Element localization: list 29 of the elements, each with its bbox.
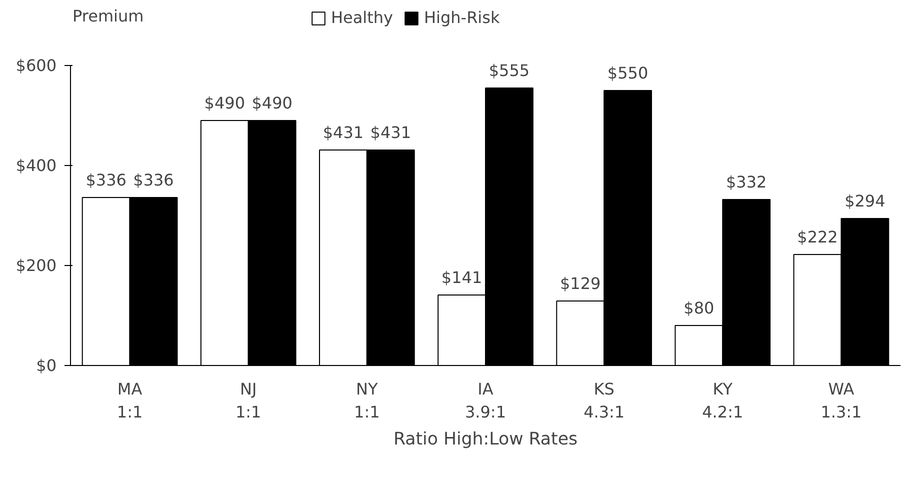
x-tick-label: WA 1.3:1 — [820, 380, 862, 422]
data-label: $129 — [560, 274, 601, 293]
legend-label: Healthy — [331, 8, 394, 27]
x-axis-title: Ratio High:Low Rates — [393, 429, 578, 450]
x-tick-label: IA 3.9:1 — [464, 380, 506, 422]
y-tick-label: $0 — [36, 356, 56, 375]
data-label: $431 — [370, 123, 411, 142]
data-label: $80 — [684, 298, 714, 318]
x-tick-label: NJ 1:1 — [235, 380, 262, 422]
data-label: $222 — [797, 228, 838, 246]
x-tick-label: KY 4.2:1 — [702, 380, 744, 422]
legend-label: High-Risk — [424, 8, 500, 27]
data-label: $431 — [322, 123, 364, 142]
data-label: $336 — [86, 170, 126, 190]
y-axis-title: Premium — [72, 6, 144, 26]
data-label: $490 — [204, 94, 245, 112]
data-label: $141 — [441, 268, 482, 287]
data-label: $332 — [726, 172, 767, 192]
y-tick-label: $600 — [16, 56, 56, 75]
x-tick-label: KS 4.3:1 — [584, 380, 625, 422]
data-label: $336 — [133, 170, 174, 190]
data-label: $294 — [844, 192, 886, 210]
x-tick-label: MA 1:1 — [116, 380, 143, 422]
y-tick-label: $400 — [16, 156, 56, 175]
data-label: $550 — [607, 64, 648, 82]
data-label: $555 — [488, 61, 530, 80]
x-tick-label: NY 1:1 — [354, 380, 380, 422]
data-label: $490 — [252, 94, 292, 112]
y-tick-label: $200 — [16, 256, 56, 275]
